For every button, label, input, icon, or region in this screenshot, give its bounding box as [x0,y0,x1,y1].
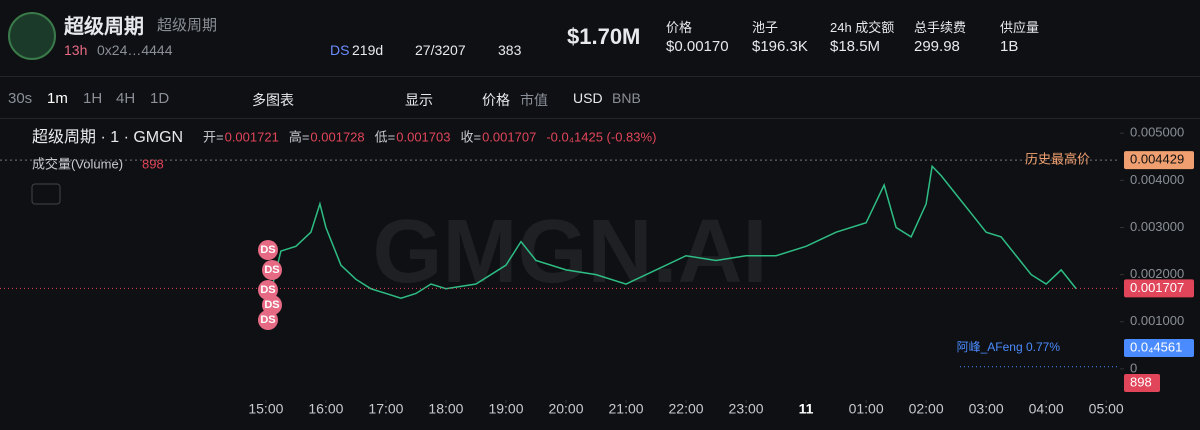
holder-value: 0.0₄4561 [1130,339,1182,354]
y-tick-label: 0.005000 [1130,125,1184,140]
y-tick-label: 0 [1130,360,1137,375]
ds-marker [262,260,282,280]
y-tick-label: 0.001000 [1130,313,1184,328]
ohlc-value: 0.001707 [482,129,536,144]
display-menu[interactable]: 显示 [405,92,433,108]
price-line [265,164,1077,313]
holder-label: 阿峰_AFeng 0.77% [957,340,1061,354]
ds-marker [258,310,278,330]
current-badge [1124,279,1194,298]
x-tick-label: 04:00 [1029,401,1064,417]
stat-label: 24h 成交额 [830,20,895,35]
collapse-button[interactable] [31,183,61,205]
holders: 27/3207 [415,42,466,58]
x-tick-label: 01:00 [849,401,884,417]
interval-button[interactable]: 1H [83,90,103,107]
usd-toggle[interactable]: USD [573,90,603,106]
ds-marker-label: DS [260,284,275,296]
interval-button[interactable]: 4H [116,90,136,107]
token-title: 超级周期 [64,16,144,38]
divider [0,76,1200,77]
ds-marker [258,280,278,300]
ds-marker-label: DS [260,314,275,326]
stat-value: 1B [1000,38,1019,55]
stat-label: 总手续费 [914,20,967,35]
y-tick-label: 0.002000 [1130,266,1184,281]
ath-label: 历史最高价 [1025,152,1090,167]
token-logo[interactable] [8,12,56,60]
x-tick-label: 16:00 [308,401,343,417]
x-tick-label: 18:00 [428,401,463,417]
stat-value: $0.00170 [666,38,729,55]
change: -0.0₄1425 (-0.83%) [546,129,656,144]
stat-value: $196.3K [752,38,808,55]
mcap-toggle[interactable]: 市值 [520,92,548,108]
ds-marker-label: DS [260,244,275,256]
y-tick-label: 0.004000 [1130,172,1184,187]
price-toggle[interactable]: 价格 [482,92,510,108]
x-tick-label: 11 [799,401,814,417]
volume-badge [1124,374,1160,392]
multi-chart[interactable]: 多图表 [252,92,294,108]
current-value: 0.001707 [1130,280,1184,295]
x-tick-label: 17:00 [368,401,403,417]
divider [0,118,1200,119]
x-tick-label: 20:00 [548,401,583,417]
x-tick-label: 02:00 [909,401,944,417]
address[interactable]: 0x24…4444 [97,42,173,58]
ds-badge[interactable]: DS [330,42,350,58]
stat-label: 价格 [666,20,693,35]
holder-badge [1124,339,1194,357]
ohlc-label: 开= [203,129,224,144]
chart-title: 超级周期 · 1 · GMGN [32,128,183,146]
x-tick-label: 05:00 [1089,401,1124,417]
interval-button[interactable]: 1m [47,90,68,107]
age: 13h [64,42,88,58]
interval-button[interactable]: 30s [8,90,33,107]
ohlc-label: 低= [375,129,396,144]
x-tick-label: 19:00 [488,401,523,417]
volume-label: 成交量(Volume) [32,156,123,171]
ohlc-label: 收= [460,129,481,144]
ath-badge [1124,151,1194,170]
ohlc-label: 高= [289,129,310,144]
ohlc-value: 0.001728 [310,129,364,144]
ds-marker-label: DS [264,299,279,311]
bnb-toggle[interactable]: BNB [612,90,641,106]
ds-marker [262,295,282,315]
ath-value: 0.004429 [1130,152,1184,167]
ohlc-value: 0.001721 [225,129,279,144]
x-tick-label: 03:00 [969,401,1004,417]
volume-value: 898 [142,156,164,171]
interval-button[interactable]: 1D [150,90,170,107]
stat-value: 299.98 [914,38,960,55]
ohlc-value: 0.001703 [396,129,450,144]
token-subtitle: 超级周期 [157,17,218,34]
y-tick-label: 0.003000 [1130,219,1184,234]
ds-marker [258,240,278,260]
ds-marker-label: DS [264,264,279,276]
market-cap: $1.70M [567,24,641,49]
x-tick-label: 21:00 [609,401,644,417]
ds-age: 219d [352,42,384,58]
x-tick-label: 15:00 [248,401,283,417]
stat-value: $18.5M [830,38,881,55]
stat-label: 池子 [752,20,779,35]
volume-axis-value: 898 [1130,374,1152,389]
x-tick-label: 23:00 [729,401,764,417]
stat-label: 供应量 [1000,20,1040,35]
views: 383 [498,42,522,58]
watermark: GMGN.AI [373,202,768,302]
x-tick-label: 22:00 [669,401,704,417]
